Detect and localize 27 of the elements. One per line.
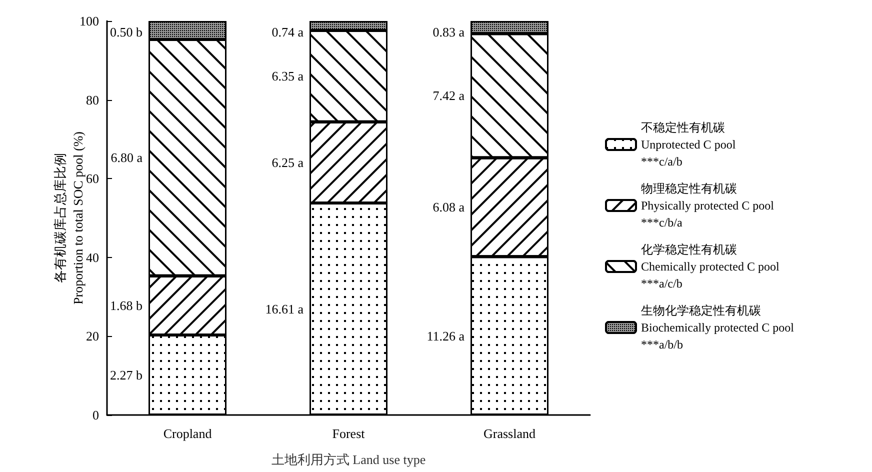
x-axis-title: 土地利用方式 Land use type [271, 452, 426, 467]
x-tick-label: Forest [332, 426, 366, 441]
annotation: 1.68 b [110, 298, 142, 313]
annotation: 2.27 b [110, 368, 142, 383]
y-tick-label: 0 [92, 408, 99, 422]
annotation: 6.35 a [272, 68, 304, 84]
annotation: 11.26 a [426, 328, 465, 344]
legend-label: 生物化学稳定性有机碳 Biochemically protected C pool ***a/b/b [641, 304, 795, 352]
y-tick-label: 60 [86, 171, 99, 186]
legend-label: 物理稳定性有机碳 Physically protected C pool ***c/b/a [641, 182, 775, 230]
y-axis-title: 各有机碳库占总库比例 Proportion to total SOC pool (%) [52, 132, 86, 304]
y-tick-label: 20 [86, 328, 99, 344]
annotation: 16.61 a [265, 302, 304, 317]
annotation: 7.42 a [432, 88, 465, 104]
y-tick-label: 100 [80, 14, 99, 28]
annotation: 0.74 a [272, 24, 304, 40]
legend-label: 化学稳定性有机碳 Chemically protected C pool ***a/c/b [641, 242, 780, 290]
annotation: 6.80 a [110, 150, 143, 166]
annotation: 0.50 b [110, 24, 142, 40]
annotation: 6.08 a [432, 200, 465, 215]
annotation: 0.83 a [432, 24, 465, 40]
y-tick-label: 80 [86, 92, 99, 108]
y-tick-label: 40 [86, 250, 99, 265]
x-tick-label: Cropland [163, 426, 212, 441]
x-tick-label: Grassland [484, 426, 536, 441]
annotation: 6.25 a [272, 154, 304, 170]
legend-label: 不稳定性有机碳 Unprotected C pool ***c/a/b [641, 120, 736, 168]
